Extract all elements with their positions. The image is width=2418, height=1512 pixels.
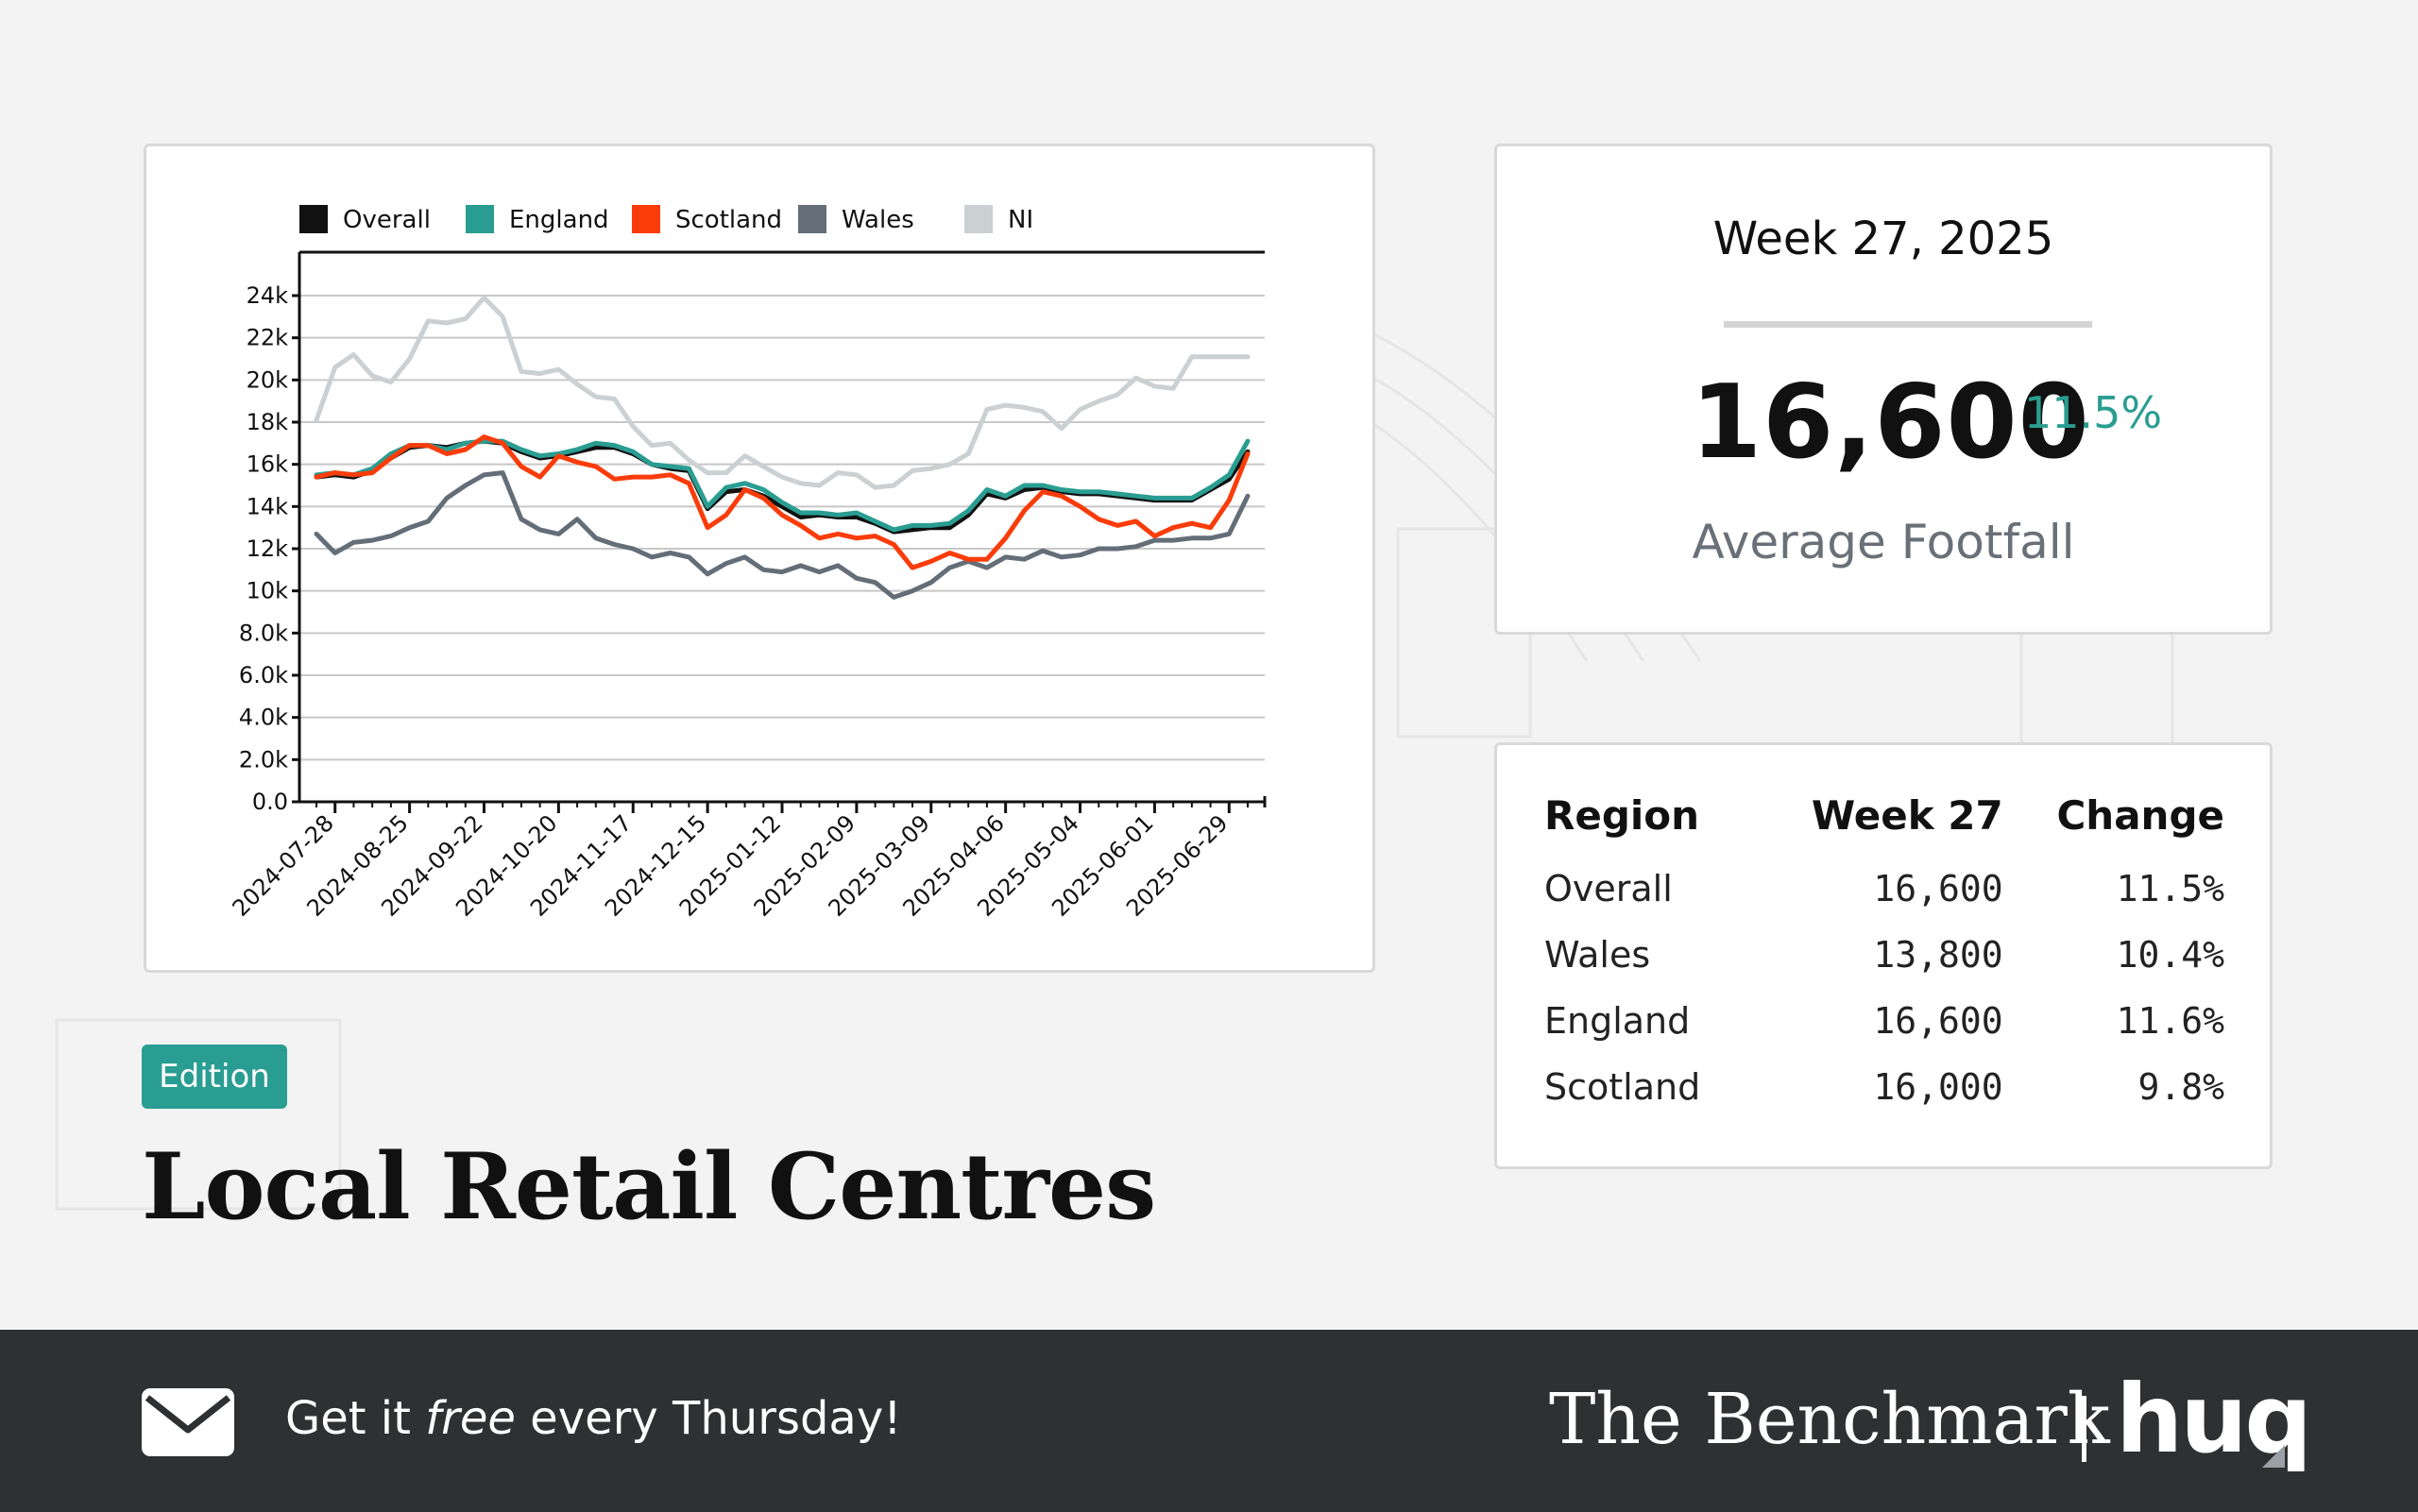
y-tick-label: 0.0 [252,789,288,815]
region-footfall: 16,600 [1873,1000,2003,1042]
region-name: Scotland [1544,1066,1701,1108]
region-change: 11.6% [2116,1000,2224,1042]
y-tick-label: 10k [247,578,289,604]
footfall-line-chart: Overall England Scotland Wales NI 0.0 2.0k 4.0… [228,205,1267,922]
y-tick-label: 6.0k [239,662,288,688]
region-footfall: 16,000 [1873,1066,2003,1108]
legend-label-wales: Wales [842,206,914,234]
legend-swatch-overall [299,205,328,233]
edition-badge: Edition [142,1045,287,1109]
chart-axes [298,250,1267,807]
legend-label-england: England [509,206,609,234]
header-change: Change [2056,792,2224,839]
y-tick-label: 24k [247,282,289,309]
region-change: 9.8% [2137,1066,2224,1108]
y-tick-label: 16k [247,451,289,478]
brand-divider [2082,1396,2086,1462]
legend-swatch-wales [798,205,826,233]
region-change: 10.4% [2116,934,2224,976]
region-footfall: 13,800 [1873,934,2003,976]
region-footfall: 16,600 [1873,868,2003,909]
table-row: Scotland 16,000 9.8% [1544,1054,2224,1120]
average-footfall-card: Week 27, 2025 16,600 11.5% Average Footf… [1494,144,2273,635]
region-table-card: Region Week 27 Change Overall 16,600 11.… [1494,742,2273,1169]
table-header-row: Region Week 27 Change [1544,792,2224,856]
chart-series [314,295,1251,600]
y-tick-label: 12k [247,535,289,562]
cta-text-after: every Thursday! [515,1392,902,1445]
y-tick-label: 8.0k [239,620,288,646]
kpi-footfall-value: 16,600 [1691,364,2090,482]
y-axis-ticks: 0.0 2.0k 4.0k 6.0k 8.0k 10k 12k 14k 16k 18k 20k 22k… [239,282,299,815]
kpi-week-label: Week 27, 2025 [1712,212,2054,265]
cta-text-free: free [425,1392,516,1445]
region-table: Region Week 27 Change Overall 16,600 11.… [1544,792,2224,1120]
kpi-change-percent: 11.5% [2024,387,2163,438]
x-axis-ticks: 2024-07-282024-08-252024-09-222024-10-20… [228,802,1249,922]
chart-gridlines [299,295,1265,761]
kpi-divider [1724,321,2092,328]
region-change: 11.5% [2116,868,2224,909]
legend-swatch-england [466,205,494,233]
table-row: Wales 13,800 10.4% [1544,922,2224,988]
y-tick-label: 20k [247,366,289,393]
page-title: Local Retail Centres [142,1133,1156,1240]
series-line-ni [314,295,1251,490]
header-region: Region [1544,792,1700,839]
y-tick-label: 2.0k [239,746,288,773]
legend-label-overall: Overall [343,206,431,234]
region-name: Wales [1544,934,1651,976]
series-line-wales [314,470,1251,600]
kpi-caption: Average Footfall [1692,515,2075,569]
footfall-chart-card: Overall England Scotland Wales NI 0.0 2.0k 4.0… [144,144,1375,973]
cta-text-before: Get it [285,1392,426,1445]
logo-tick-icon [2262,1445,2285,1468]
legend-swatch-scotland [632,205,660,233]
y-tick-label: 22k [247,325,289,351]
header-week: Week 27 [1811,792,2003,839]
legend-label-ni: NI [1008,206,1033,234]
region-name: Overall [1544,868,1673,909]
y-tick-label: 14k [247,493,289,519]
subscribe-cta[interactable]: Get it free every Thursday! [285,1392,901,1445]
region-name: England [1544,1000,1691,1042]
brand-name: The Benchmark [1549,1379,2110,1460]
footer-bar: Get it free every Thursday! The Benchmar… [0,1330,2418,1512]
y-tick-label: 4.0k [239,705,288,731]
mail-icon[interactable] [142,1388,234,1456]
table-row: Overall 16,600 11.5% [1544,856,2224,922]
series-line-overall [314,438,1251,535]
series-line-scotland [314,434,1251,570]
chart-legend: Overall England Scotland Wales NI [299,205,1033,234]
y-tick-label: 18k [247,409,289,435]
legend-swatch-ni [964,205,993,233]
table-row: England 16,600 11.6% [1544,988,2224,1054]
legend-label-scotland: Scotland [675,206,782,234]
